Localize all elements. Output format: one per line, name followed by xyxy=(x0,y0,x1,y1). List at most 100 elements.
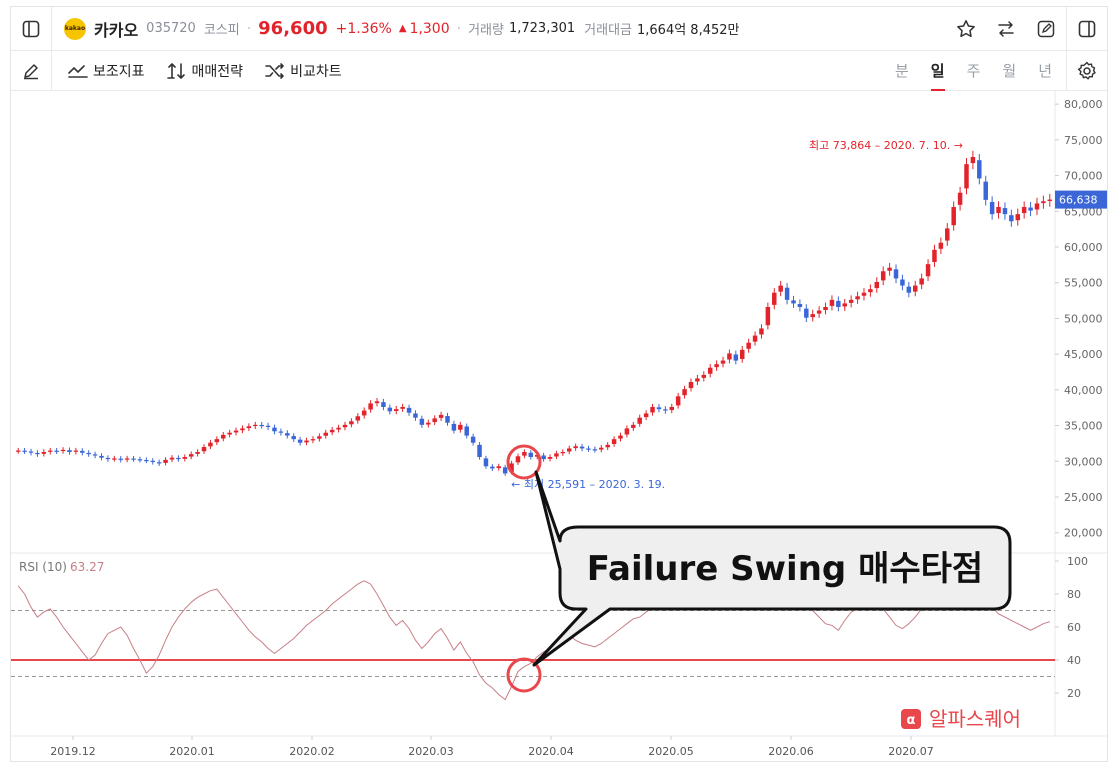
chart-toolbar: 보조지표 매매전략 비교차트 분 일 주 월 년 xyxy=(11,51,1107,91)
period-tab-day[interactable]: 일 xyxy=(930,51,945,91)
candle-body xyxy=(592,449,598,451)
candle-body xyxy=(73,450,79,452)
candle-body xyxy=(112,458,117,460)
candle-body xyxy=(663,409,668,411)
price-highlight-circle xyxy=(506,444,542,480)
price-tick-label: 35,000 xyxy=(1064,420,1103,433)
period-tab-week[interactable]: 주 xyxy=(966,62,981,80)
candle-body xyxy=(893,269,899,279)
settings-button[interactable] xyxy=(1067,51,1107,90)
strategy-button[interactable]: 매매전략 xyxy=(166,61,243,81)
rsi-tick-label: 80 xyxy=(1067,588,1081,601)
candle-body xyxy=(823,307,828,311)
candle-body xyxy=(1041,201,1046,204)
switch-stock-button[interactable] xyxy=(986,7,1026,50)
rsi-tick-label: 100 xyxy=(1067,555,1088,568)
candle-body xyxy=(28,451,34,453)
candle-body xyxy=(599,447,604,450)
stock-name[interactable]: 카카오 xyxy=(94,20,139,40)
rsi-title: RSI (10) xyxy=(19,560,67,574)
indicator-button[interactable]: 보조지표 xyxy=(68,61,145,81)
alpha-glyph: α xyxy=(907,713,916,728)
candle-body xyxy=(829,299,835,306)
right-panel-toggle-button[interactable] xyxy=(1067,7,1107,50)
candle-body xyxy=(522,452,527,456)
candle-body xyxy=(624,428,630,435)
candle-body xyxy=(925,264,931,277)
candle-body xyxy=(214,439,220,443)
price-tick-label: 45,000 xyxy=(1064,348,1103,361)
candle-body xyxy=(233,430,239,433)
x-tick-label: 2020.05 xyxy=(648,745,694,758)
candle-body xyxy=(810,314,815,318)
period-tab-minute[interactable]: 분 xyxy=(894,62,909,80)
candle-body xyxy=(464,426,469,436)
candle-body xyxy=(804,308,809,318)
price-tick-label: 40,000 xyxy=(1064,384,1103,397)
candle-body xyxy=(816,310,822,314)
candle-body xyxy=(163,459,168,463)
company-logo: kakao xyxy=(64,17,86,40)
candle-body xyxy=(240,428,245,431)
candle-body xyxy=(528,452,534,457)
candle-body xyxy=(765,307,771,326)
candle-body xyxy=(156,462,162,464)
candle-body xyxy=(60,449,66,452)
rsi-tick-label: 20 xyxy=(1067,687,1081,700)
change-amount: 1,300 xyxy=(409,20,450,37)
candle-body xyxy=(688,382,694,389)
watermark-text: 알파스퀘어 xyxy=(929,707,1021,731)
stock-chart[interactable]: 80,00075,00070,00065,00060,00055,00050,0… xyxy=(11,91,1107,761)
candle-body xyxy=(201,447,207,452)
candle-body xyxy=(54,450,59,452)
candle-body xyxy=(297,439,303,443)
sidebar-toggle-button[interactable] xyxy=(11,7,51,50)
candle-body xyxy=(989,202,995,215)
candle-body xyxy=(118,458,123,460)
candle-body xyxy=(496,466,502,469)
candle-body xyxy=(137,459,143,461)
candle-body xyxy=(650,407,655,413)
candle-body xyxy=(759,328,764,335)
amount-label: 거래대금 xyxy=(584,23,632,38)
x-tick-label: 2019.12 xyxy=(50,745,96,758)
candle-body xyxy=(169,457,175,460)
candle-body xyxy=(105,457,111,460)
candle-body xyxy=(342,424,348,428)
candle-body xyxy=(996,207,1001,214)
candle-body xyxy=(304,440,309,443)
candle-body xyxy=(560,452,566,454)
candle-body xyxy=(874,282,880,289)
candle-body xyxy=(406,407,412,413)
candle-body xyxy=(445,416,450,423)
candle-body xyxy=(393,409,399,411)
drawing-tool-button[interactable] xyxy=(11,51,51,90)
price-tick-label: 25,000 xyxy=(1064,491,1103,504)
candle-body xyxy=(41,452,47,454)
candle-body xyxy=(144,459,149,462)
candle-body xyxy=(329,429,335,433)
favorite-button[interactable] xyxy=(946,7,986,50)
candle-body xyxy=(349,421,354,425)
candle-body xyxy=(573,446,578,449)
indicator-icon xyxy=(68,64,88,78)
candle-body xyxy=(67,450,72,452)
edit-memo-button[interactable] xyxy=(1026,7,1066,50)
period-tab-year[interactable]: 년 xyxy=(1038,62,1052,80)
candle-body xyxy=(227,432,232,435)
star-icon xyxy=(957,19,975,37)
candle-body xyxy=(868,289,873,293)
market-name: 코스피 xyxy=(203,23,240,38)
candle-body xyxy=(669,407,675,411)
candle-body xyxy=(426,422,431,425)
compare-button[interactable]: 비교차트 xyxy=(265,61,342,81)
swap-arrows-icon xyxy=(998,20,1014,37)
candle-body xyxy=(182,457,188,459)
candle-body xyxy=(778,285,783,292)
period-tab-month[interactable]: 월 xyxy=(1002,62,1017,80)
candle-body xyxy=(797,303,803,307)
candle-body xyxy=(374,401,380,404)
candle-body xyxy=(842,303,848,307)
candle-body xyxy=(361,410,367,416)
strategy-icon xyxy=(166,62,185,79)
